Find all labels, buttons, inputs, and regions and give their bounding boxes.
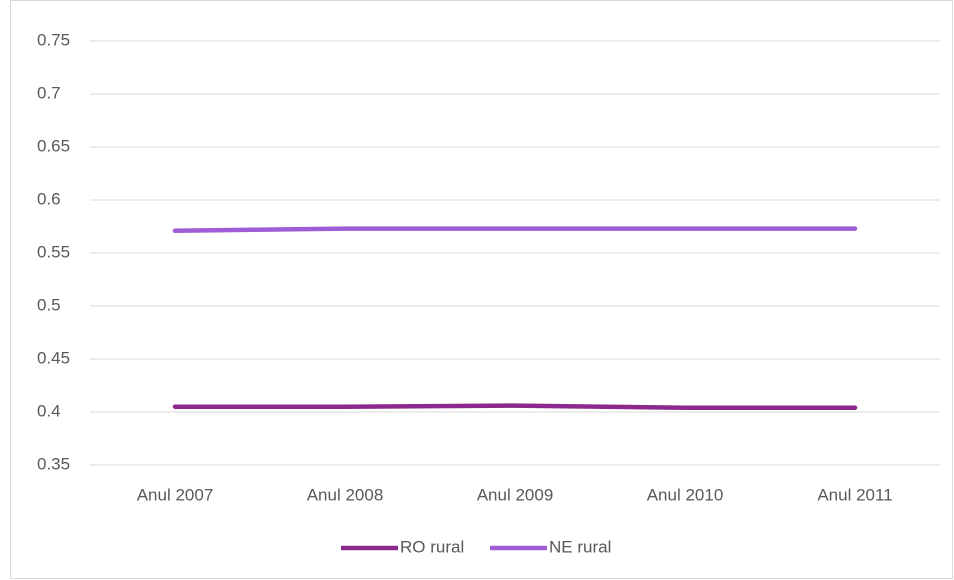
y-tick-label: 0.7	[37, 83, 61, 102]
y-tick-label: 0.4	[37, 401, 61, 420]
x-tick-label: Anul 2008	[307, 485, 384, 504]
line-series	[172, 226, 858, 233]
y-tick-label: 0.5	[37, 295, 61, 314]
x-tick-label: Anul 2009	[477, 485, 554, 504]
y-tick-label: 0.65	[37, 136, 70, 155]
x-tick-label: Anul 2010	[647, 485, 724, 504]
chart-border	[10, 0, 953, 579]
y-tick-label: 0.35	[37, 454, 70, 473]
y-tick-label: 0.6	[37, 189, 61, 208]
y-tick-label: 0.45	[37, 348, 70, 367]
y-tick-label: 0.55	[37, 242, 70, 261]
legend-label: RO rural	[400, 537, 464, 556]
x-tick-label: Anul 2011	[817, 485, 892, 504]
y-tick-label: 0.75	[37, 30, 70, 49]
line-series	[172, 403, 858, 411]
x-tick-label: Anul 2007	[137, 485, 214, 504]
legend-label: NE rural	[549, 537, 611, 556]
